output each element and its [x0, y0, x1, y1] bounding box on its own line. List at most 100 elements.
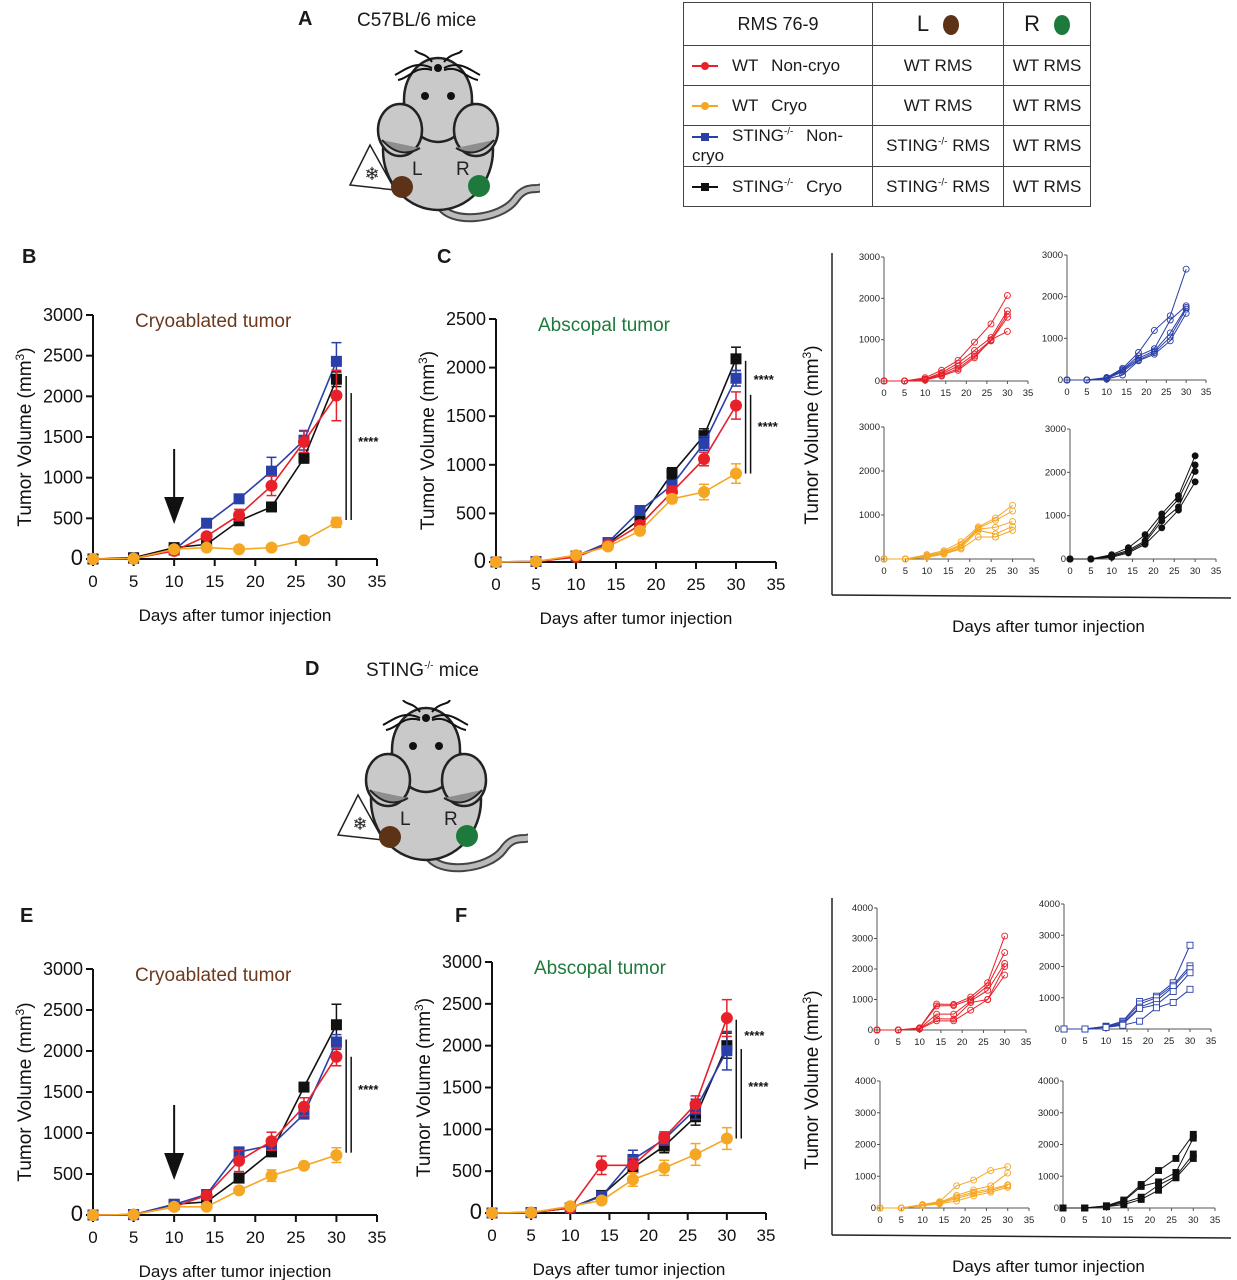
data-point: [658, 1140, 670, 1152]
x-tick-label: 0: [881, 388, 886, 399]
data-point: [698, 452, 710, 465]
y-tick-label: 0: [474, 548, 486, 573]
x-tick-label: 30: [1188, 1215, 1199, 1226]
significance-label: ****: [758, 419, 779, 434]
data-point: [721, 1045, 733, 1057]
y-tick-label: 1500: [43, 1082, 83, 1102]
x-tick-label: 0: [1067, 566, 1072, 577]
x-tick-label: 15: [1121, 387, 1132, 398]
data-point: [1060, 1025, 1068, 1033]
legend-group-name: STING: [732, 126, 784, 145]
x-axis-label: Days after tumor injection: [952, 1257, 1145, 1276]
data-point: [689, 1148, 702, 1161]
series-sting-non-cryo: [87, 1033, 342, 1221]
data-point: [486, 1207, 498, 1219]
individual-line: [1070, 471, 1196, 560]
panel-letter-d: D: [305, 658, 320, 680]
x-tick-label: 5: [129, 1228, 138, 1247]
x-tick-label: 25: [982, 388, 993, 399]
x-tick-label: 0: [1060, 1215, 1065, 1226]
data-point: [490, 556, 502, 568]
series-line: [92, 1041, 338, 1216]
data-point: [1191, 468, 1199, 475]
data-point: [265, 479, 278, 492]
individual-line: [1067, 308, 1187, 381]
x-tick-label: 30: [999, 1037, 1010, 1048]
data-point: [1150, 345, 1158, 353]
x-tick-label: 15: [607, 575, 626, 594]
data-point: [1003, 307, 1011, 315]
data-point: [950, 1002, 958, 1010]
significance-label: ****: [754, 372, 775, 387]
x-axis-label: Days after tumor injection: [952, 617, 1145, 636]
series-sting-cryo: [486, 1032, 733, 1219]
y-tick-label: 2500: [446, 309, 486, 329]
y-tick-label: 3000: [855, 1108, 876, 1119]
data-point: [1169, 998, 1177, 1006]
data-point: [1175, 495, 1182, 503]
data-point: [626, 1173, 639, 1186]
data-point: [991, 523, 999, 531]
data-point: [298, 452, 310, 464]
y-tick-label: 1000: [1045, 511, 1066, 522]
subplot-sting-non-cryo: 0 1000 2000 3000 4000 0 5 10 15 20 25 30 35: [1039, 899, 1216, 1047]
y-tick-label: 1000: [442, 1119, 482, 1139]
panel-d-title-sup: -/-: [424, 660, 434, 672]
right-label: R: [456, 159, 470, 180]
x-tick-label: 5: [896, 1037, 901, 1048]
x-tick-label: 0: [874, 1037, 879, 1048]
data-point: [127, 1208, 140, 1221]
legend-swatch-icon: [692, 181, 718, 193]
data-point: [1141, 531, 1149, 539]
y-tick-label: 1000: [446, 455, 486, 475]
significance-label: ****: [748, 1079, 769, 1094]
y-tick-label: 1000: [1039, 993, 1060, 1004]
legend-right-tumor-cell: WT RMS: [1003, 166, 1091, 207]
x-tick-label: 30: [1181, 387, 1192, 398]
data-point: [266, 1146, 278, 1158]
legend-swatch-icon: [692, 131, 718, 143]
data-point: [200, 530, 213, 543]
data-point: [201, 517, 213, 529]
legend-treatment: Non-cryo: [766, 55, 841, 75]
data-point: [897, 1204, 905, 1212]
x-tick-label: 5: [1082, 1036, 1087, 1047]
data-point: [525, 1206, 538, 1219]
x-tick-label: 30: [327, 1228, 346, 1247]
y-tick-label: 2000: [1042, 292, 1063, 303]
data-point: [1172, 1155, 1180, 1162]
x-tick-label: 20: [957, 1037, 968, 1048]
data-point: [984, 996, 992, 1003]
data-point: [971, 338, 978, 346]
legend-header-row: RMS 76-9 L R: [683, 2, 1091, 46]
data-point: [1083, 376, 1091, 384]
x-tick-label: 15: [940, 388, 951, 399]
y-tick-label: 1000: [43, 1123, 83, 1143]
data-point: [595, 1159, 608, 1172]
outer-x-axis: [831, 1234, 1232, 1239]
y-tick-label: 500: [456, 503, 486, 523]
y-tick-label: 3000: [859, 252, 880, 263]
y-axis-label: Tumor Volume (mm3): [416, 351, 439, 530]
data-point: [720, 1012, 733, 1025]
legend-row: WT Non-cryo WT RMS WT RMS: [683, 45, 1091, 86]
data-point: [330, 355, 342, 367]
data-point: [297, 1100, 310, 1113]
data-point: [297, 435, 310, 448]
data-point: [1189, 1134, 1197, 1142]
data-point: [950, 1017, 958, 1025]
cryoablation-arrow-icon: [164, 1105, 185, 1180]
data-point: [984, 986, 992, 994]
data-point: [602, 540, 614, 553]
legend-right-tumor-cell: WT RMS: [1003, 45, 1091, 86]
legend-row: WT Cryo WT RMS WT RMS: [683, 85, 1091, 126]
x-tick-label: 25: [1164, 1036, 1175, 1047]
data-point: [1124, 549, 1132, 557]
data-point: [923, 553, 931, 561]
left-label: L: [412, 159, 423, 180]
data-point: [1081, 1204, 1089, 1212]
y-tick-label: 4000: [852, 903, 873, 914]
data-point: [730, 467, 742, 480]
data-point: [1003, 291, 1011, 299]
data-point: [1186, 985, 1194, 993]
